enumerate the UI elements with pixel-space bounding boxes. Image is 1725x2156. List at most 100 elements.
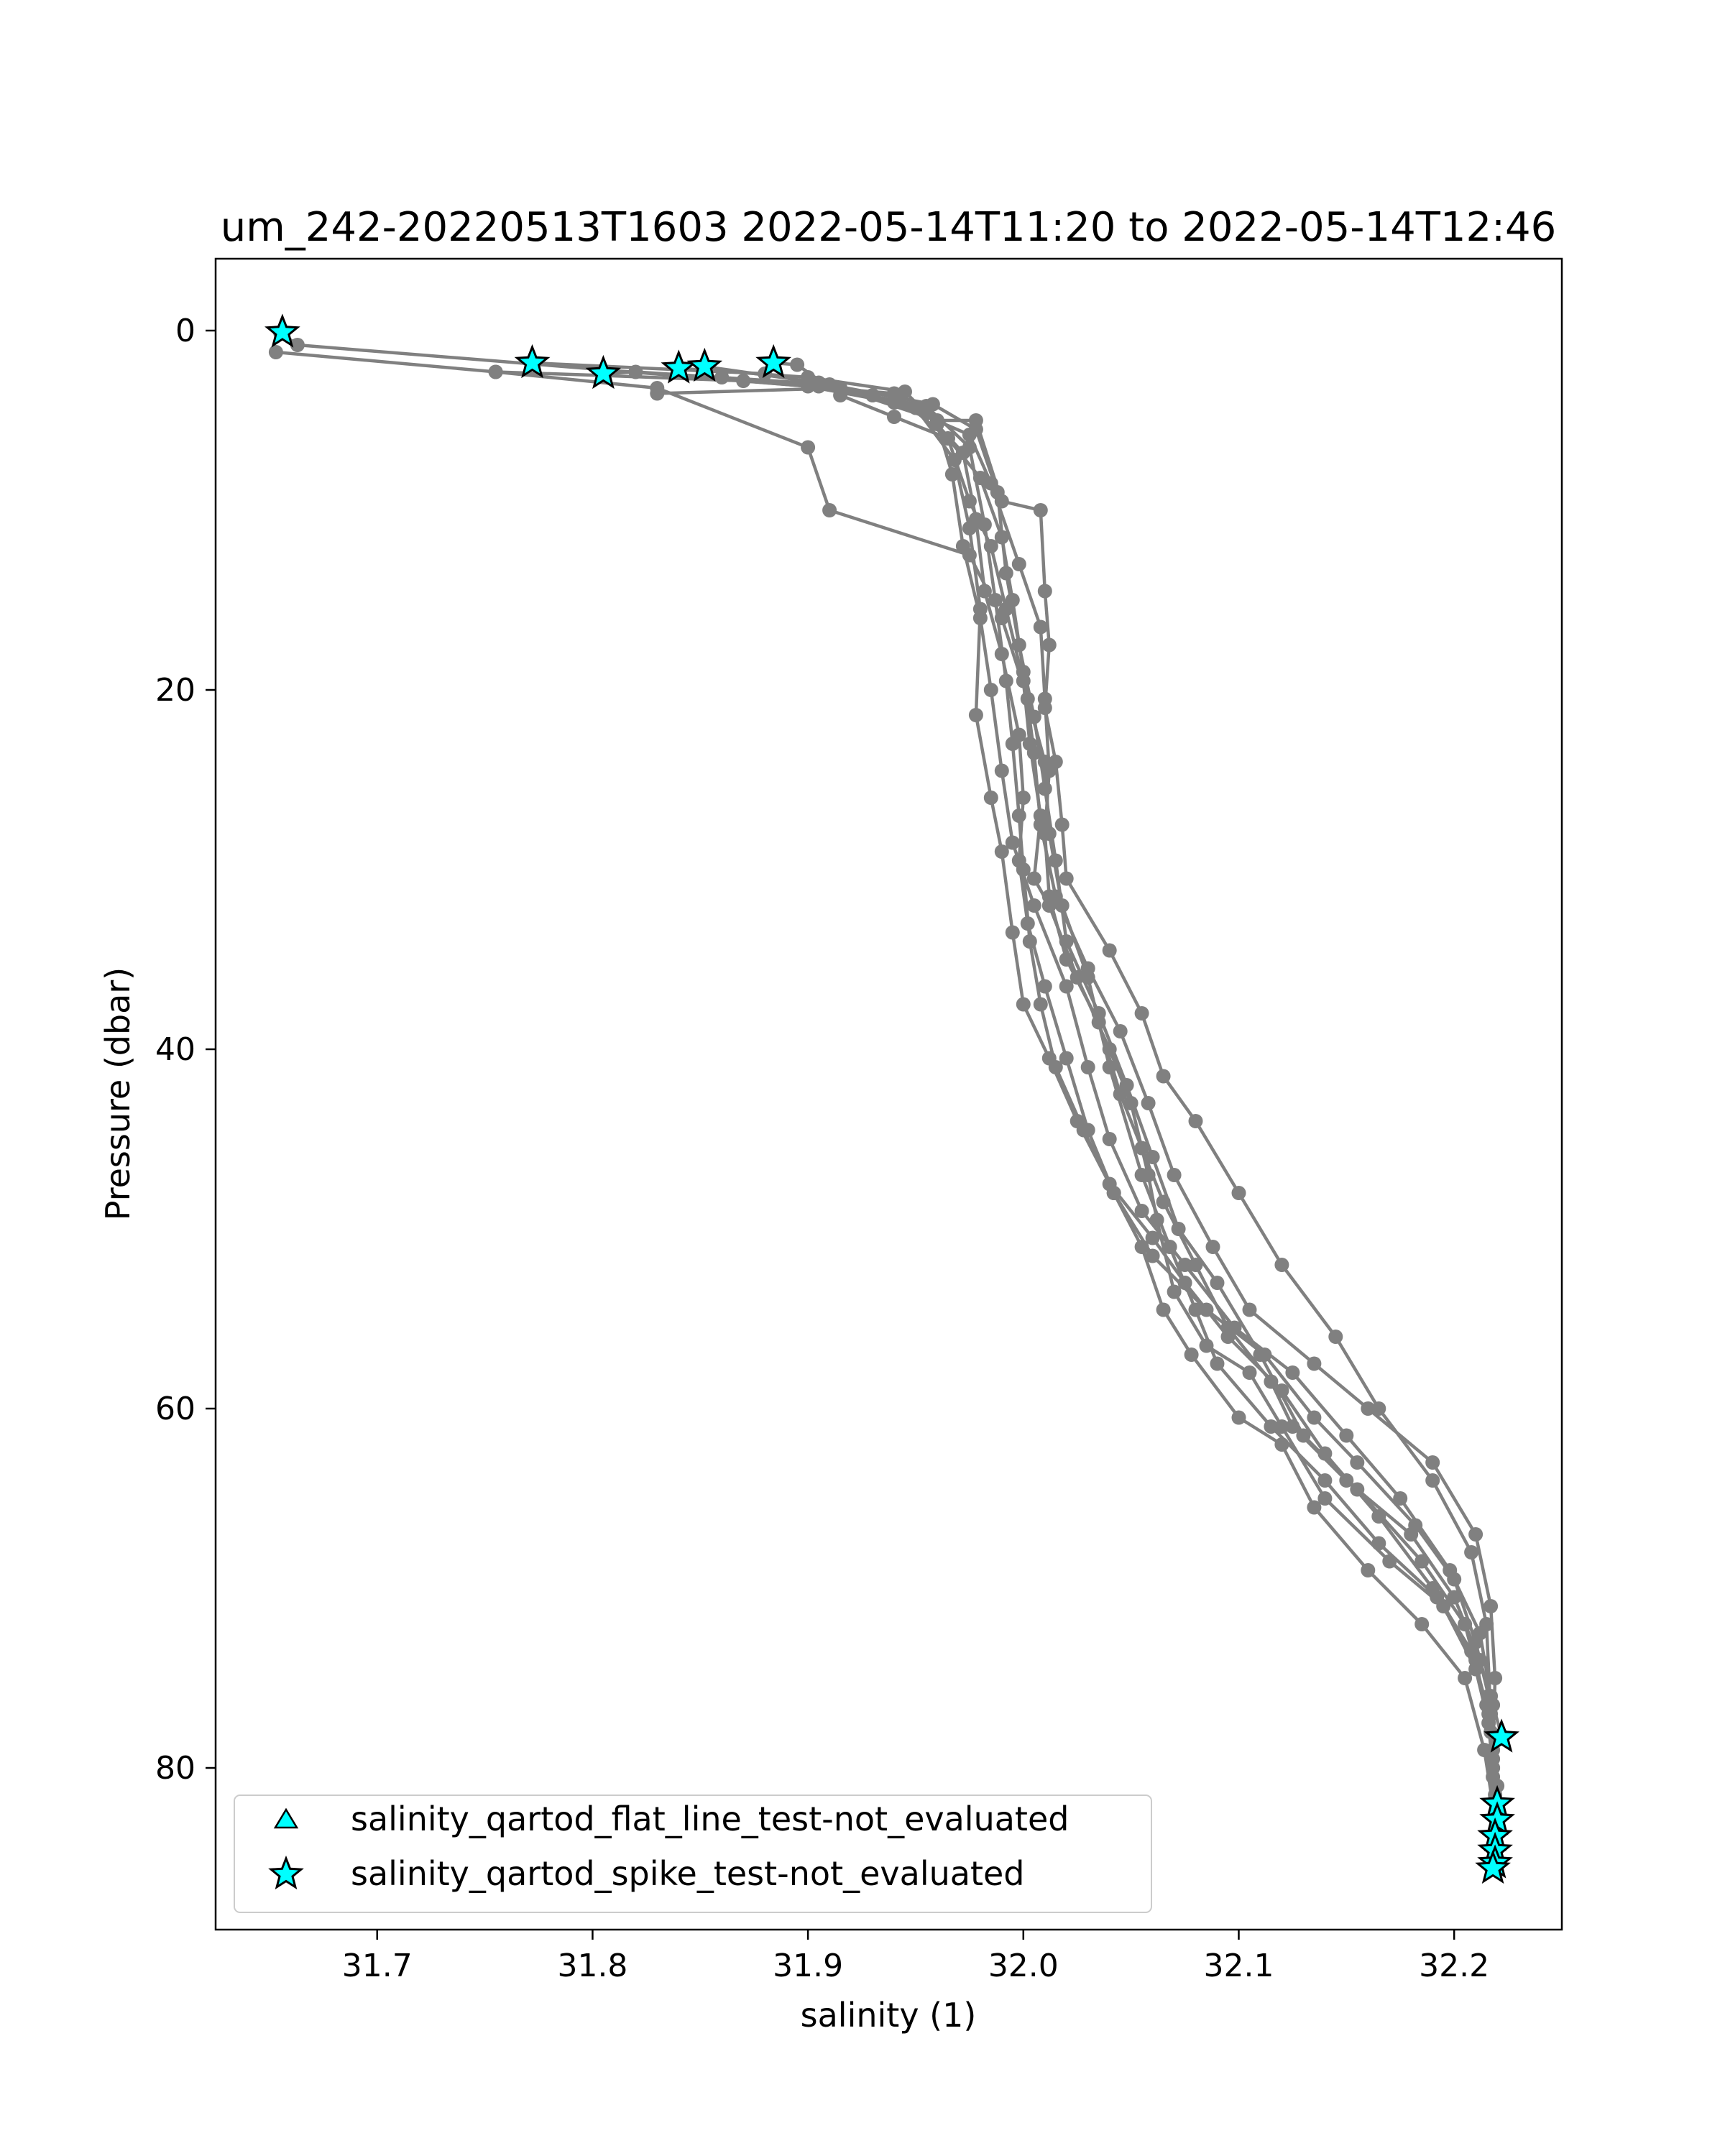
x-axis-label: salinity (1) bbox=[801, 1996, 977, 2035]
x-tick-label: 32.1 bbox=[1203, 1948, 1274, 1984]
data-point bbox=[488, 364, 503, 379]
data-point bbox=[994, 530, 1009, 545]
data-point bbox=[790, 357, 805, 372]
data-point bbox=[1425, 1455, 1440, 1470]
data-point bbox=[1488, 1671, 1503, 1685]
data-point bbox=[1059, 1051, 1074, 1066]
data-point bbox=[1188, 1302, 1203, 1317]
data-point bbox=[977, 584, 992, 599]
data-point bbox=[1307, 1410, 1322, 1425]
data-point bbox=[1011, 808, 1026, 823]
data-point bbox=[1059, 871, 1074, 886]
data-point bbox=[962, 494, 977, 509]
data-point bbox=[1059, 952, 1074, 967]
data-point bbox=[968, 413, 983, 428]
data-point bbox=[994, 494, 1009, 509]
data-point bbox=[628, 364, 643, 379]
data-point bbox=[822, 503, 837, 517]
data-point bbox=[1296, 1428, 1311, 1443]
data-point bbox=[1145, 1248, 1160, 1263]
legend-entry-spike: salinity_qartod_spike_test-not_evaluated bbox=[351, 1854, 1024, 1893]
data-point bbox=[1227, 1320, 1242, 1335]
data-point bbox=[1188, 1258, 1203, 1272]
data-point bbox=[1242, 1365, 1257, 1380]
data-point bbox=[983, 791, 998, 805]
data-point bbox=[1156, 1302, 1171, 1317]
data-point bbox=[1070, 970, 1085, 985]
data-point bbox=[994, 611, 1009, 625]
data-point bbox=[1339, 1428, 1354, 1443]
data-point bbox=[1011, 557, 1026, 571]
data-point bbox=[1414, 1554, 1430, 1569]
data-point bbox=[1145, 1230, 1160, 1245]
data-point bbox=[1468, 1635, 1484, 1649]
data-point bbox=[998, 566, 1013, 581]
data-point bbox=[1468, 1653, 1484, 1667]
data-point bbox=[1037, 781, 1052, 796]
data-point bbox=[1048, 755, 1063, 769]
data-point bbox=[1458, 1671, 1473, 1685]
data-point bbox=[1393, 1491, 1408, 1506]
data-point bbox=[1005, 593, 1020, 607]
data-point bbox=[1005, 835, 1020, 850]
y-tick-label: 20 bbox=[155, 672, 196, 709]
data-point bbox=[988, 593, 1003, 607]
y-tick-label: 60 bbox=[155, 1391, 196, 1427]
data-point bbox=[962, 440, 977, 455]
data-point bbox=[1188, 1114, 1203, 1128]
data-point bbox=[811, 379, 827, 394]
data-point bbox=[1054, 898, 1070, 913]
data-point bbox=[1033, 503, 1048, 517]
data-point bbox=[1447, 1572, 1462, 1587]
data-point bbox=[1479, 1617, 1494, 1631]
data-point bbox=[1041, 637, 1057, 653]
data-point bbox=[1361, 1401, 1376, 1416]
data-point bbox=[1371, 1536, 1386, 1551]
data-point bbox=[1167, 1284, 1182, 1299]
data-point bbox=[887, 386, 901, 401]
data-point bbox=[1033, 997, 1048, 1012]
data-point bbox=[1484, 1599, 1499, 1613]
spike-flag-star-marker bbox=[585, 354, 622, 390]
data-point bbox=[1458, 1617, 1473, 1631]
data-point bbox=[1274, 1258, 1289, 1272]
data-point bbox=[1011, 637, 1026, 653]
data-point bbox=[947, 453, 962, 467]
x-tick-label: 32.0 bbox=[988, 1948, 1059, 1984]
data-point bbox=[983, 683, 998, 697]
data-point bbox=[1016, 997, 1031, 1012]
data-point bbox=[1026, 898, 1041, 913]
data-point bbox=[929, 413, 944, 428]
data-point bbox=[1274, 1419, 1289, 1434]
spike-flag-star-marker bbox=[686, 347, 723, 382]
data-point bbox=[1048, 853, 1063, 868]
data-point bbox=[1210, 1356, 1225, 1371]
data-point bbox=[1205, 1240, 1220, 1254]
data-point bbox=[1350, 1455, 1365, 1470]
data-point bbox=[1076, 1123, 1091, 1138]
data-point bbox=[1468, 1527, 1484, 1542]
data-point bbox=[898, 384, 912, 399]
spike-flag-star-marker bbox=[1475, 1849, 1511, 1884]
data-point bbox=[1016, 862, 1031, 877]
data-point bbox=[994, 844, 1009, 859]
y-tick-label: 80 bbox=[155, 1750, 196, 1787]
star-marker-icon bbox=[268, 1855, 304, 1890]
data-point bbox=[1177, 1258, 1192, 1272]
legend-star-shape bbox=[268, 1855, 304, 1890]
data-point bbox=[1486, 1751, 1501, 1766]
y-tick-label: 0 bbox=[175, 313, 196, 349]
data-point bbox=[1317, 1473, 1333, 1488]
data-point bbox=[736, 374, 751, 388]
data-point bbox=[1149, 1212, 1164, 1227]
data-point bbox=[1171, 1222, 1186, 1236]
data-point bbox=[1037, 755, 1052, 769]
legend-box bbox=[234, 1795, 1152, 1913]
data-point bbox=[977, 517, 992, 532]
data-point bbox=[1141, 1096, 1156, 1110]
data-point bbox=[1156, 1069, 1171, 1084]
data-point bbox=[1481, 1689, 1496, 1703]
x-axis: 31.7 31.8 31.9 32.0 32.1 32.2 bbox=[342, 1930, 1489, 1984]
data-point bbox=[1080, 970, 1095, 985]
